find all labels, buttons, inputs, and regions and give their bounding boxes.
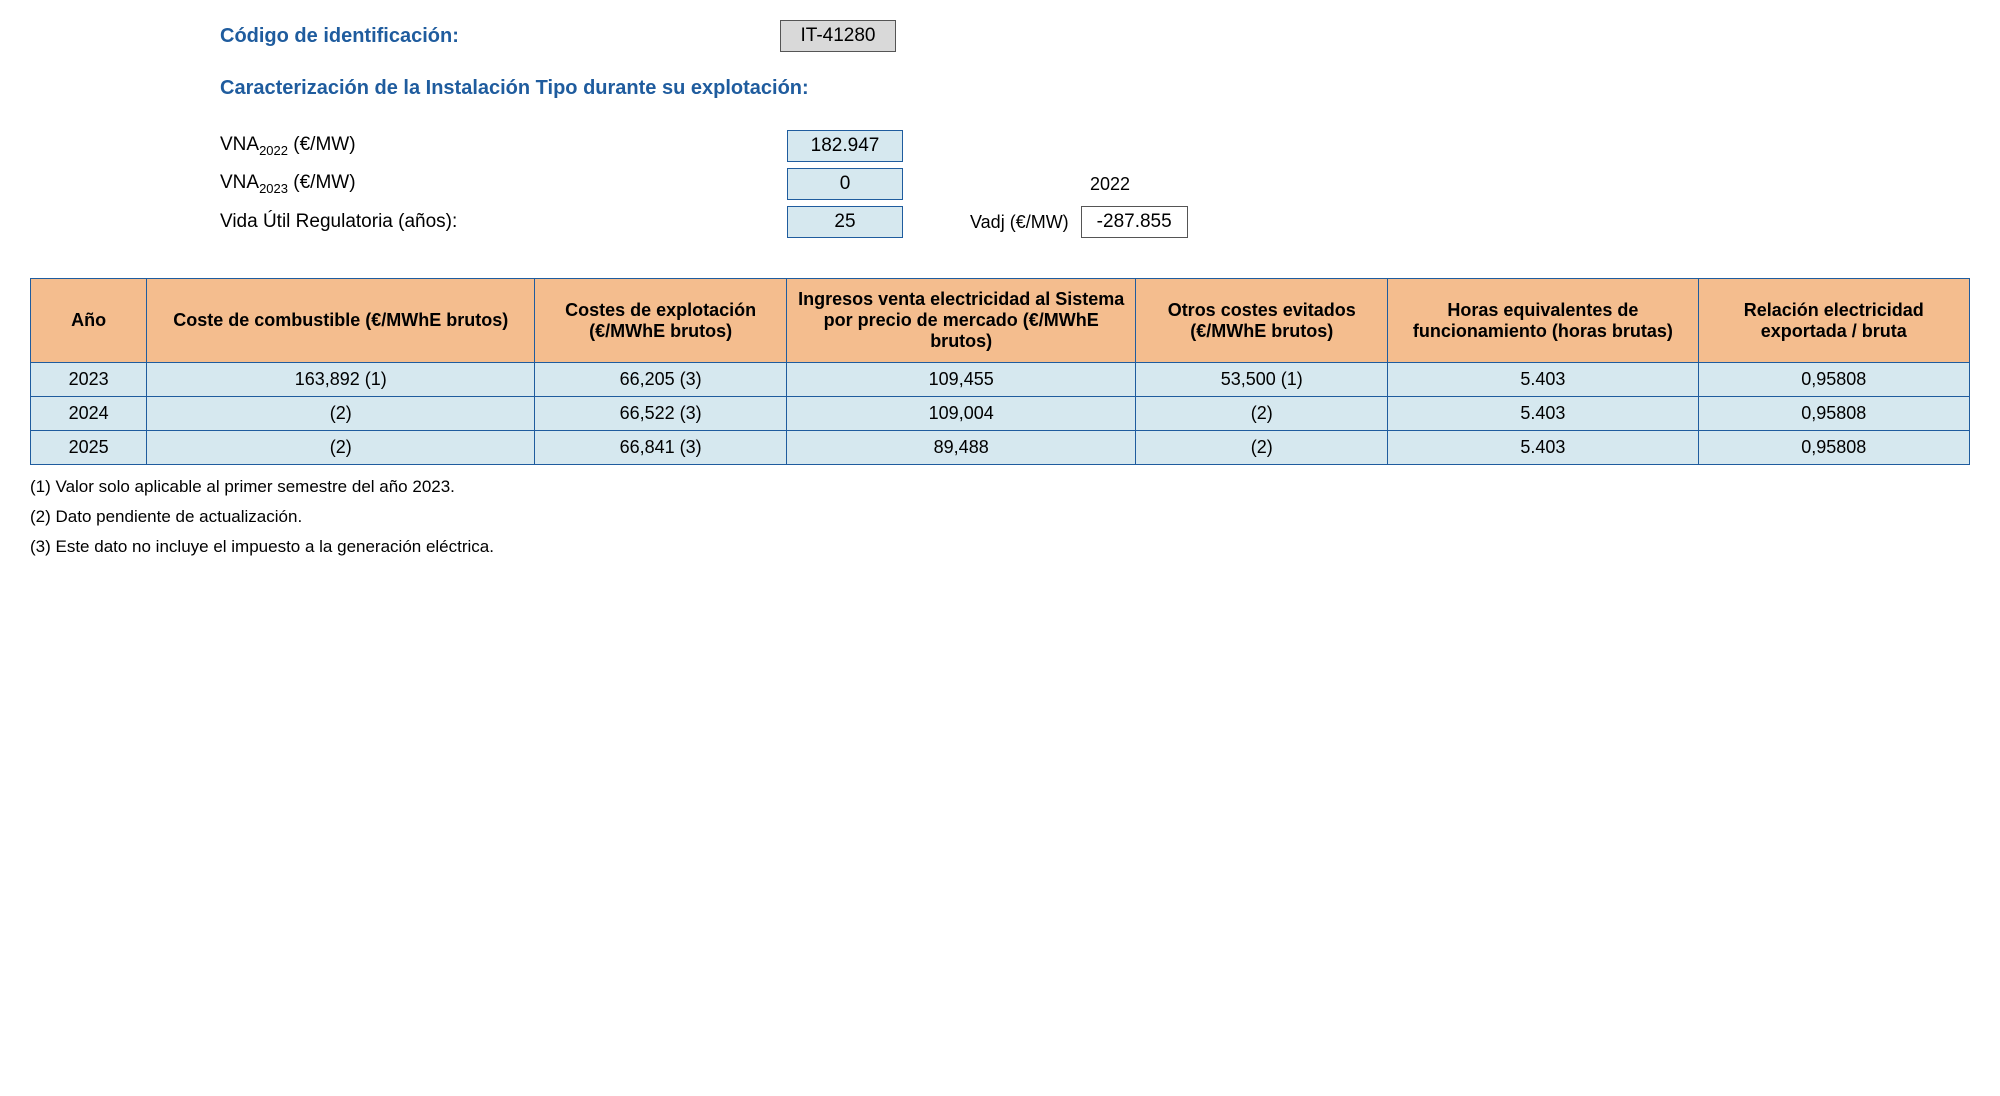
table-cell: 109,004 [787,397,1136,431]
footnote-3: (3) Este dato no incluye el impuesto a l… [30,537,1970,557]
codigo-label: Código de identificación: [220,25,780,48]
vadj-label: Vadj (€/MW) [970,212,1069,233]
table-row: 2024(2)66,522 (3)109,004(2)5.4030,95808 [31,397,1970,431]
table-row: 2023163,892 (1)66,205 (3)109,45553,500 (… [31,363,1970,397]
table-header-cell: Relación electricidad exportada / bruta [1698,279,1970,363]
vna2022-label: VNA2022 (€/MW) [220,134,780,158]
table-body: 2023163,892 (1)66,205 (3)109,45553,500 (… [31,363,1970,465]
table-cell: 66,522 (3) [535,397,787,431]
table-cell: 53,500 (1) [1136,363,1388,397]
table-cell: 163,892 (1) [147,363,535,397]
vna2022-value: 182.947 [787,130,903,162]
table-header-cell: Año [31,279,147,363]
vna2023-value: 0 [787,168,903,200]
main-table: AñoCoste de combustible (€/MWhE brutos)C… [30,278,1970,465]
table-cell: 0,95808 [1698,431,1970,465]
footnote-2: (2) Dato pendiente de actualización. [30,507,1970,527]
table-cell: 2025 [31,431,147,465]
section-title: Caracterización de la Instalación Tipo d… [220,77,1970,100]
table-cell: (2) [1136,431,1388,465]
table-cell: 89,488 [787,431,1136,465]
vna2023-label: VNA2023 (€/MW) [220,172,780,196]
table-cell: 109,455 [787,363,1136,397]
codigo-value: IT-41280 [780,20,896,52]
table-header-cell: Otros costes evitados (€/MWhE brutos) [1136,279,1388,363]
table-cell: 2023 [31,363,147,397]
table-header-cell: Horas equivalentes de funcionamiento (ho… [1388,279,1698,363]
table-cell: 5.403 [1388,431,1698,465]
params-block: VNA2022 (€/MW) 182.947 VNA2023 (€/MW) 0 … [220,130,1970,238]
table-cell: 5.403 [1388,397,1698,431]
table-cell: 5.403 [1388,363,1698,397]
vida-label: Vida Útil Regulatoria (años): [220,211,780,233]
table-header-row: AñoCoste de combustible (€/MWhE brutos)C… [31,279,1970,363]
table-cell: 0,95808 [1698,397,1970,431]
table-cell: 66,841 (3) [535,431,787,465]
vida-value: 25 [787,206,903,238]
table-cell: 2024 [31,397,147,431]
table-header-cell: Costes de explotación (€/MWhE brutos) [535,279,787,363]
table-cell: (2) [1136,397,1388,431]
year-extra: 2022 [1090,174,1130,195]
table-header-cell: Coste de combustible (€/MWhE brutos) [147,279,535,363]
table-cell: (2) [147,397,535,431]
table-cell: 0,95808 [1698,363,1970,397]
table-cell: (2) [147,431,535,465]
header-section: Código de identificación: IT-41280 Carac… [220,20,1970,238]
table-row: 2025(2)66,841 (3)89,488(2)5.4030,95808 [31,431,1970,465]
footnote-1: (1) Valor solo aplicable al primer semes… [30,477,1970,497]
vadj-value: -287.855 [1081,206,1188,238]
table-header-cell: Ingresos venta electricidad al Sistema p… [787,279,1136,363]
footnotes: (1) Valor solo aplicable al primer semes… [30,477,1970,557]
table-cell: 66,205 (3) [535,363,787,397]
